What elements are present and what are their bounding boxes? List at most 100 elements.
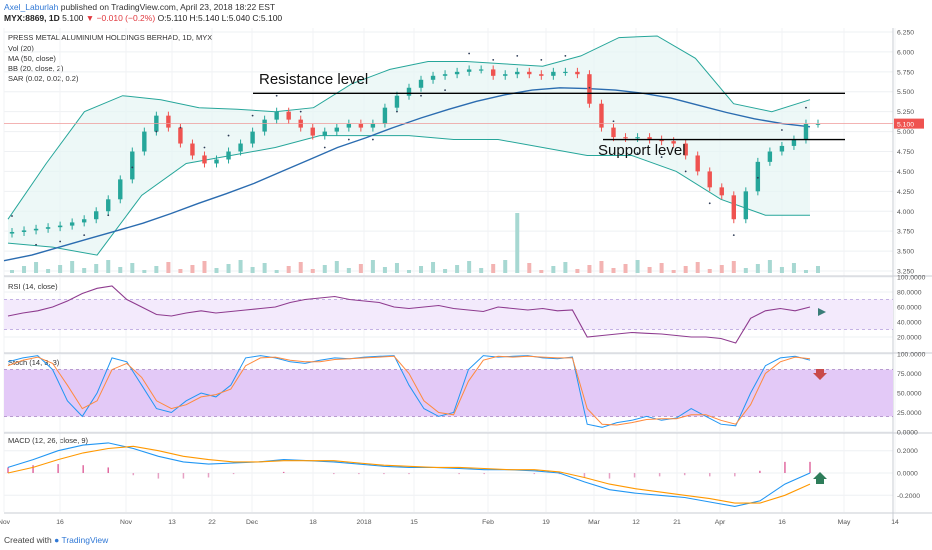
candle-body [683, 143, 688, 156]
legend-macd[interactable]: MACD (12, 26, close, 9) [8, 436, 89, 445]
legend-stoch[interactable]: Stoch (14, 3, 3) [8, 358, 60, 367]
volume-bar [551, 266, 556, 273]
legend-bb[interactable]: BB (20, close, 2) [8, 64, 64, 73]
candle-body [394, 95, 400, 108]
stoch-pane [7, 355, 827, 428]
candle-body [791, 139, 797, 146]
stoch-d-line [7, 355, 811, 426]
candle-body [310, 127, 315, 136]
support-label: Support level [598, 142, 686, 159]
publish-info: published on TradingView.com, April 23, … [60, 2, 276, 12]
volume-bar [527, 263, 532, 273]
candle-body [142, 131, 147, 152]
sar-dot [396, 110, 398, 113]
volume-bar [515, 213, 520, 273]
down-arrow-icon: ▼ [85, 13, 95, 23]
volume-bar [166, 262, 171, 273]
sar-dot [540, 58, 543, 61]
volume-bar [563, 262, 568, 273]
legend-ma[interactable]: MA (50, close) [8, 54, 56, 63]
stoch-arrow-icon [813, 369, 827, 380]
candle-body [322, 131, 327, 136]
author-link[interactable]: Axel_Laburlah [4, 2, 59, 12]
symbol-label: MYX:8869, 1D [4, 13, 60, 23]
sar-dot [756, 176, 759, 179]
volume-bar [286, 266, 291, 273]
x-tick-label: Nov [0, 519, 11, 526]
volume-bar [358, 264, 363, 273]
current-price-tag [894, 118, 924, 129]
candle-body [659, 139, 664, 142]
volume-bar [154, 266, 159, 273]
volume-bar [743, 268, 748, 273]
candle-body [490, 69, 496, 76]
candle-body [587, 74, 592, 104]
candle-body [599, 103, 604, 128]
publish-header: Axel_Laburlah published on TradingView.c… [4, 2, 275, 12]
x-tick-label: 22 [208, 519, 216, 526]
volume-bar [816, 266, 820, 273]
x-tick-label: May [838, 519, 851, 526]
sar-dot [444, 89, 446, 92]
sar-dot [708, 202, 711, 205]
volume-bar [695, 262, 700, 273]
tradingview-link[interactable]: TradingView [61, 535, 109, 545]
rsi-line [7, 285, 811, 344]
bb-upper-line [7, 35, 811, 220]
volume-bar [106, 260, 111, 273]
candle-body [442, 74, 448, 76]
created-with: Created with [4, 535, 52, 545]
rsi-band [4, 299, 893, 330]
y-tick-label: 50.0000 [897, 391, 922, 398]
volume-bar [202, 261, 207, 273]
volume-bar [719, 265, 724, 273]
candle-body [33, 228, 39, 231]
candle-body [226, 151, 231, 160]
sar-dot [468, 52, 471, 55]
sar-dot [805, 106, 807, 109]
price-pane: 5.100 [3, 35, 924, 273]
volume-bar [82, 268, 87, 273]
candle-body [346, 123, 352, 128]
candle-body [262, 119, 267, 132]
volume-bar [683, 266, 688, 273]
sar-dot [588, 86, 591, 89]
y-tick-label: 20.0000 [897, 335, 922, 342]
volume-bar [94, 264, 99, 273]
volume-bar [503, 260, 508, 273]
sar-dot [564, 54, 567, 57]
bb-fill [8, 36, 810, 256]
sar-dot [131, 166, 134, 169]
candle-body [719, 187, 724, 196]
candle-body [611, 127, 616, 138]
sar-dot [35, 243, 37, 246]
x-tick-label: Dec [246, 519, 259, 526]
candle-body [430, 75, 436, 80]
volume-bar [491, 264, 496, 273]
candle-body [743, 191, 749, 220]
sar-dot [251, 114, 254, 117]
last-price: 5.100 [62, 13, 84, 23]
pane-separators [4, 28, 932, 520]
volume-bar [322, 265, 327, 273]
legend-rsi[interactable]: RSI (14, close) [8, 282, 58, 291]
x-tick-label: 15 [410, 519, 418, 526]
legend-vol[interactable]: Vol (20) [8, 44, 34, 53]
volume-bar [419, 266, 424, 273]
candle-body [214, 159, 219, 164]
candle-body [370, 123, 376, 128]
volume-bar [178, 269, 183, 273]
y-tick-label: 4.250 [897, 189, 914, 196]
volume-bar [370, 260, 375, 273]
x-tick-label: 2018 [356, 519, 371, 526]
y-tick-label: -0.2000 [897, 493, 920, 500]
candle-body [202, 155, 207, 164]
legend-sar[interactable]: SAR (0.02, 0.02, 0.2) [8, 74, 79, 83]
volume-bar [10, 270, 14, 273]
volume-bar [250, 267, 255, 273]
candle-body [563, 71, 568, 74]
axes: 6.250 6.000 5.750 5.500 5.250 5.000 4.750 4.500… [0, 29, 926, 526]
x-tick-label: 18 [309, 519, 317, 526]
volume-bar [575, 269, 580, 273]
